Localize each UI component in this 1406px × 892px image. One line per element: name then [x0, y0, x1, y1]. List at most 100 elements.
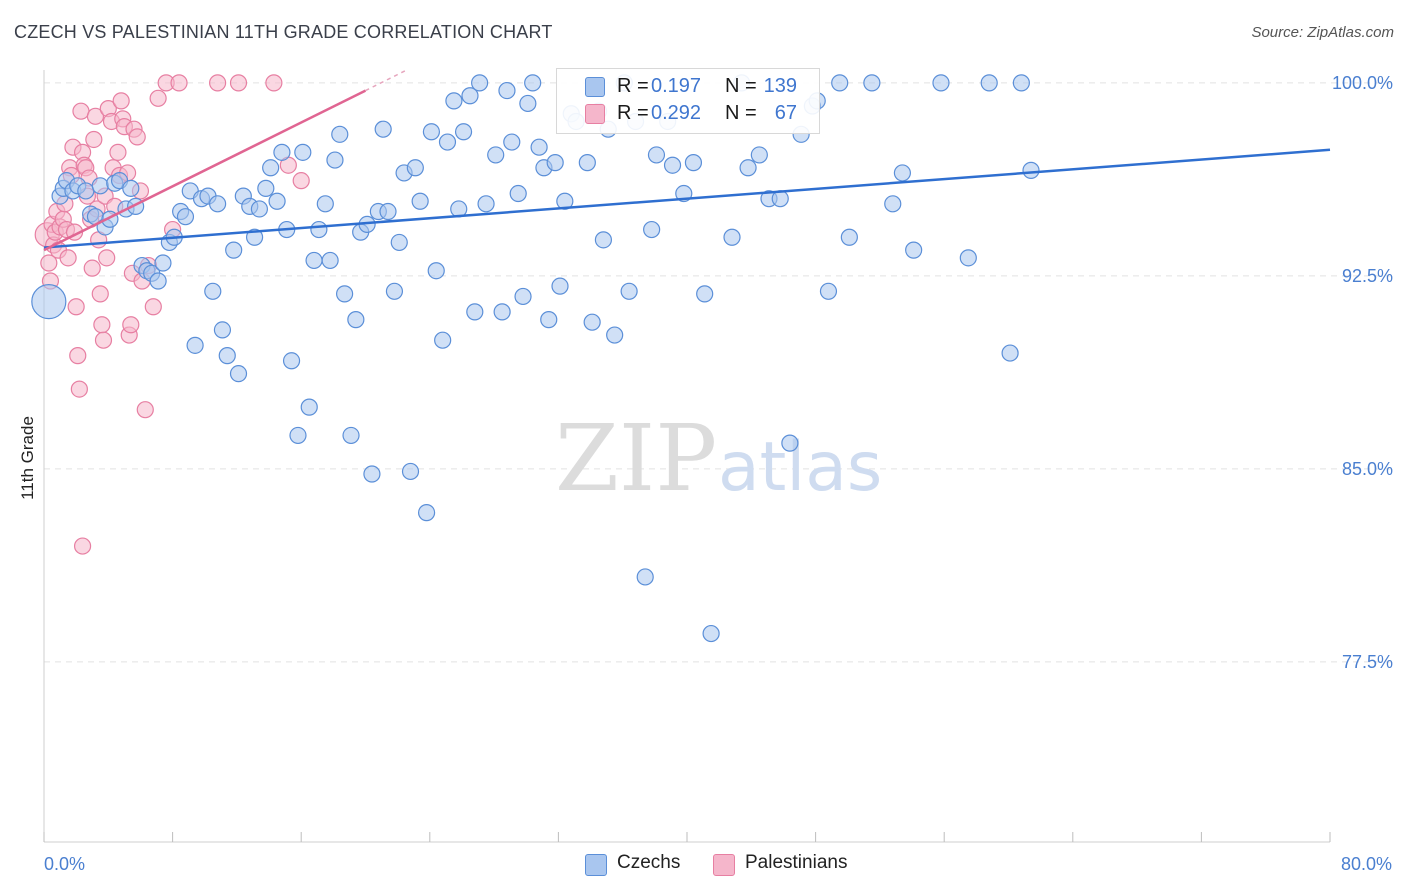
y-tick-label: 85.0%	[1342, 459, 1393, 479]
palestinian-point	[94, 331, 113, 349]
czech-point	[477, 195, 495, 213]
czechs-trend-line	[43, 148, 1331, 249]
czech-point	[556, 192, 574, 210]
czech-point	[316, 195, 334, 213]
czech-point	[390, 233, 408, 252]
czech-point	[229, 365, 248, 383]
palestinian-point	[144, 298, 162, 316]
czech-point	[262, 159, 280, 177]
czech-point	[406, 159, 424, 177]
palestinian-point	[73, 537, 92, 555]
palestinians-r-value: 0.292	[651, 102, 702, 124]
czech-point	[471, 74, 489, 92]
palestinian-point	[128, 128, 146, 146]
czech-point	[546, 154, 564, 172]
czech-point	[282, 352, 301, 370]
palestinian-point	[149, 89, 167, 107]
palestinians-r-label: R =	[617, 102, 649, 124]
czech-point	[268, 192, 286, 210]
czech-point	[863, 74, 881, 92]
palestinian-point	[93, 316, 111, 334]
x-ticks	[43, 832, 1331, 842]
czech-point	[422, 123, 441, 141]
palestinian-point	[265, 74, 283, 92]
czechs-n-value: 139	[763, 75, 797, 97]
czech-point	[209, 195, 227, 213]
czech-point	[250, 200, 269, 218]
czechs-legend-label: Czechs	[617, 852, 681, 873]
czech-point	[636, 568, 654, 586]
palestinians-swatch	[585, 104, 605, 124]
czech-point	[840, 228, 858, 246]
czech-point	[347, 311, 365, 329]
czech-point	[417, 504, 436, 522]
czech-point	[781, 434, 799, 452]
czech-point	[1022, 161, 1040, 179]
czech-point	[540, 311, 558, 329]
trend-lines	[43, 69, 1331, 252]
czech-point	[176, 208, 195, 226]
czech-point	[245, 228, 264, 246]
czech-point	[739, 159, 757, 177]
czech-point	[530, 138, 548, 156]
palestinian-point	[69, 347, 87, 365]
czechs-r-label: R =	[617, 75, 649, 97]
czech-point	[213, 321, 232, 339]
czech-point	[342, 426, 360, 445]
palestinians-n-label: N =	[725, 102, 757, 124]
czech-point	[647, 146, 666, 164]
czechs-legend-swatch	[585, 854, 607, 876]
palestinian-point	[59, 249, 77, 267]
palestinian-point	[91, 285, 109, 303]
czech-point	[305, 251, 323, 270]
czech-point	[819, 282, 838, 300]
palestinian-point	[40, 254, 58, 272]
czech-point	[684, 154, 703, 172]
czechs-r-value: 0.197	[651, 75, 702, 97]
czechs-n-label: N =	[725, 75, 757, 97]
czech-point	[374, 120, 392, 138]
czech-point	[893, 164, 912, 182]
czech-point	[551, 277, 569, 295]
czech-point	[524, 74, 542, 92]
palestinian-point	[122, 316, 140, 334]
czech-point	[218, 347, 236, 365]
palestinian-point	[72, 102, 90, 120]
palestinians-trend-line	[43, 89, 367, 252]
czech-point	[300, 398, 318, 416]
palestinian-point	[112, 92, 130, 110]
y-tick-labels: 77.5% 85.0% 92.5% 100.0%	[1332, 73, 1393, 672]
czech-point	[336, 285, 354, 303]
czech-point	[454, 123, 473, 141]
czech-point	[294, 143, 312, 161]
czech-point	[723, 228, 741, 246]
czech-point	[154, 254, 172, 272]
chart-title: CZECH VS PALESTINIAN 11TH GRADE CORRELAT…	[14, 22, 553, 42]
palestinian-point	[98, 249, 116, 267]
czech-point	[411, 192, 429, 210]
czech-point	[514, 287, 532, 306]
watermark: ZIP atlas	[555, 405, 882, 512]
czech-point	[487, 146, 505, 164]
czech-point	[519, 94, 537, 113]
czech-point	[186, 336, 204, 354]
x-tick-label-max: 80.0%	[1341, 854, 1392, 874]
palestinians-trend-extension	[365, 69, 407, 92]
czech-point	[461, 87, 479, 105]
palestinians-legend-swatch	[713, 854, 735, 876]
czechs-points	[31, 74, 1040, 643]
czech-point	[663, 156, 682, 174]
czech-point	[493, 303, 511, 321]
palestinian-point	[170, 74, 188, 92]
stats-legend: R = 0.197 N = 139 R = 0.292 N = 67	[556, 68, 820, 134]
czech-point	[959, 249, 977, 267]
czech-point	[932, 74, 950, 92]
y-tick-label: 100.0%	[1332, 73, 1393, 93]
czech-point	[503, 133, 521, 151]
czech-point	[257, 179, 275, 197]
y-axis-label: 11th Grade	[18, 416, 37, 500]
watermark-zip: ZIP	[555, 405, 717, 512]
czech-point	[696, 285, 714, 303]
czech-point	[594, 231, 613, 249]
